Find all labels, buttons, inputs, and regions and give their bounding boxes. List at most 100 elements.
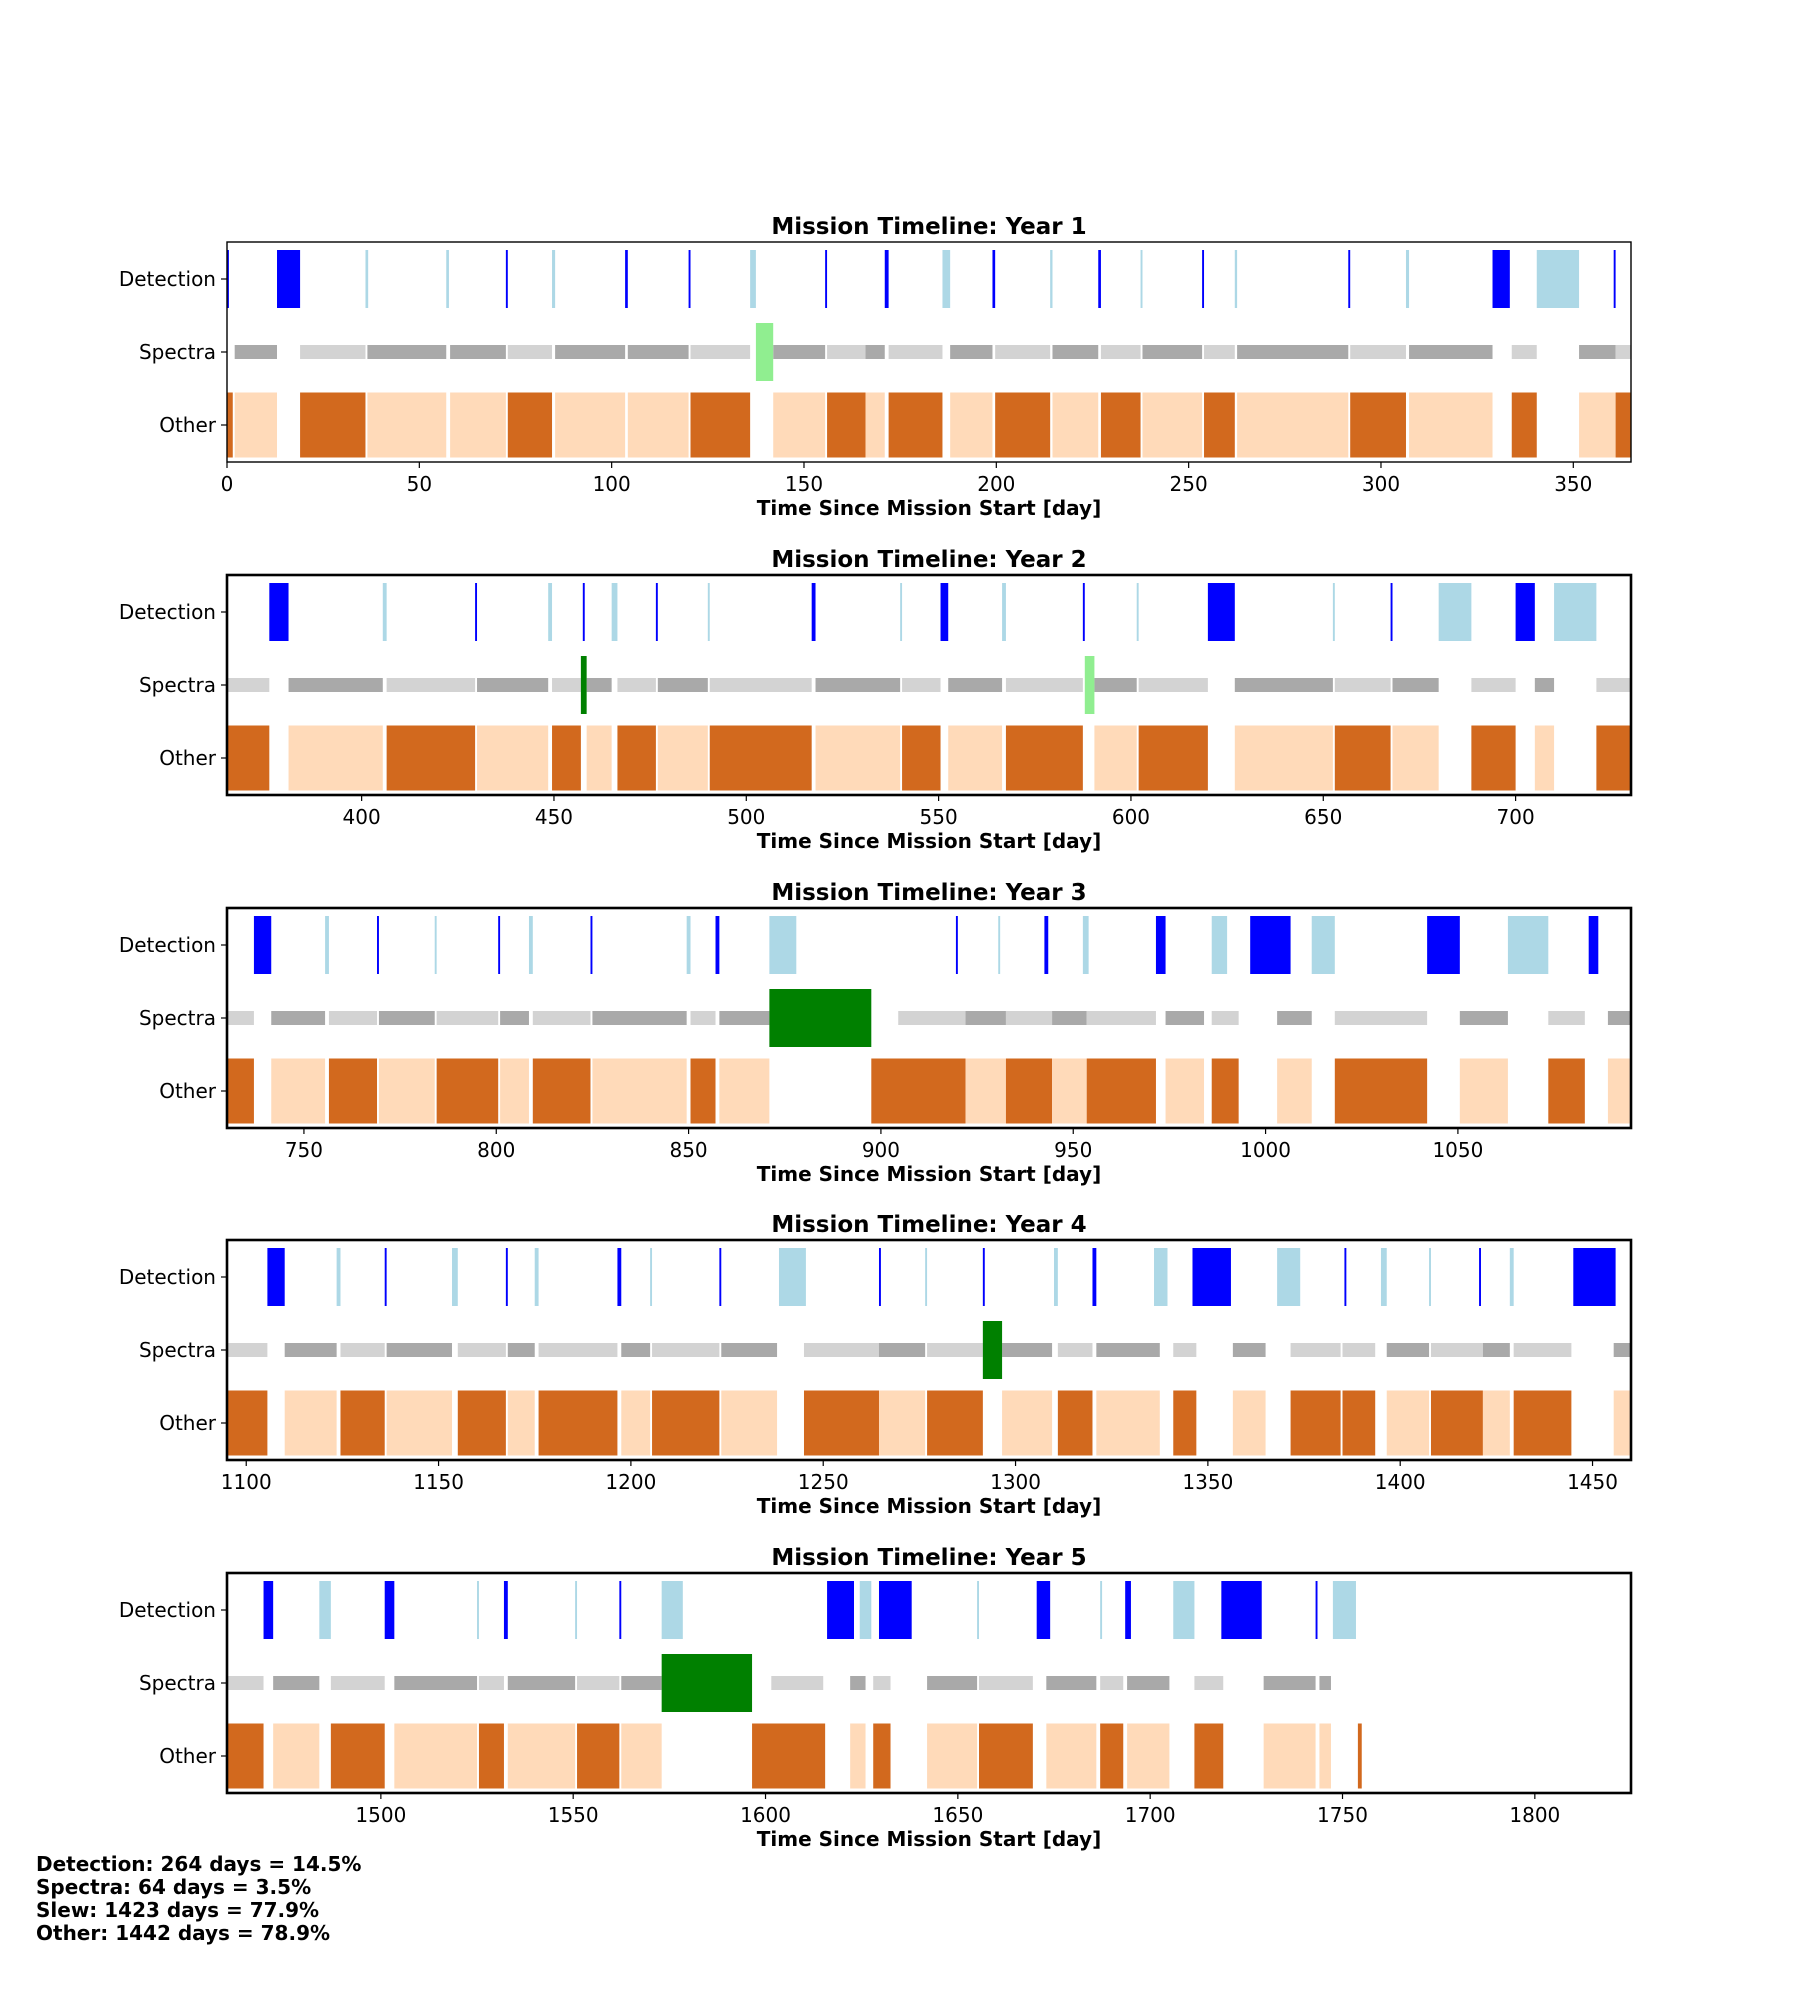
other-bar [1534, 725, 1555, 791]
timeline-panel: Mission Timeline: Year 2 Detection Spectra… [119, 547, 1633, 853]
detection-bar [1002, 583, 1006, 641]
x-tick-label: 50 [407, 472, 432, 496]
detection-bar [719, 1248, 722, 1306]
slew-bar [950, 345, 993, 359]
other-bar [1234, 725, 1333, 791]
detection-bar [811, 583, 816, 641]
other-bar [1342, 1390, 1376, 1456]
slew-bar [927, 1343, 983, 1357]
slew-bar [555, 345, 626, 359]
slew-bar [1513, 1343, 1572, 1357]
other-bar [1052, 392, 1099, 458]
other-bar [386, 725, 476, 791]
other-bar [386, 1390, 453, 1456]
slew-bar [948, 678, 1003, 692]
slew-bar [1342, 1343, 1376, 1357]
detection-bar [552, 250, 556, 308]
slew-bar [1263, 1676, 1316, 1690]
other-bar [1596, 725, 1631, 791]
slew-bar [378, 1011, 435, 1025]
panel-title: Mission Timeline: Year 5 [771, 1545, 1086, 1571]
slew-bar [1057, 1343, 1093, 1357]
slew-bar [690, 1011, 716, 1025]
y-tick-label: Other [159, 1411, 217, 1435]
slew-bar [1596, 678, 1631, 692]
spectra-bar [982, 1321, 1003, 1379]
other-bar [436, 1058, 499, 1124]
x-tick-label: 100 [593, 472, 631, 496]
other-bar [803, 1390, 879, 1456]
detection-bar [505, 1248, 508, 1306]
slew-bar [386, 1343, 453, 1357]
slew-bar [1290, 1343, 1341, 1357]
x-tick-label: 800 [477, 1138, 515, 1162]
detection-bar [827, 1581, 854, 1639]
slew-bar [1165, 1011, 1205, 1025]
other-bar [1194, 1723, 1224, 1789]
detection-bar [475, 583, 478, 641]
detection-bar [977, 1581, 979, 1639]
detection-bar [1492, 250, 1510, 308]
detection-bar [1250, 916, 1291, 974]
summary-detection: Detection: 264 days = 14.5% [36, 1852, 362, 1876]
other-bar [617, 725, 656, 791]
other-bar [284, 1390, 337, 1456]
slew-bar [771, 1676, 824, 1690]
slew-bar [227, 1343, 268, 1357]
detection-bar [686, 916, 691, 974]
slew-bar [878, 1343, 926, 1357]
slew-bar [1615, 345, 1631, 359]
x-tick-label: 1350 [1182, 1470, 1233, 1494]
slew-bar [1613, 1343, 1631, 1357]
slew-bar [234, 345, 277, 359]
x-tick-label: 1650 [932, 1803, 983, 1827]
slew-bar [1100, 345, 1141, 359]
x-tick-label: 150 [785, 472, 823, 496]
timeline-panel: Mission Timeline: Year 4 Detection Spectra… [119, 1212, 1633, 1518]
other-bar [995, 392, 1051, 458]
x-axis-label: Time Since Mission Start [day] [757, 1494, 1101, 1518]
slew-bar [1334, 678, 1391, 692]
slew-bar [709, 678, 812, 692]
other-bar [1232, 1390, 1266, 1456]
slew-bar [507, 345, 553, 359]
other-bar [273, 1723, 320, 1789]
detection-bar [1036, 1581, 1051, 1639]
slew-bar [592, 1011, 687, 1025]
detection-bar [1390, 583, 1393, 641]
other-bar [1548, 1058, 1585, 1124]
y-tick-label: Spectra [139, 340, 216, 364]
detection-bar [1509, 1248, 1514, 1306]
slew-bar [586, 678, 612, 692]
slew-bar [850, 1676, 866, 1690]
detection-bar [1125, 1581, 1131, 1639]
x-tick-label: 1400 [1375, 1470, 1426, 1494]
detection-bar [925, 1248, 928, 1306]
slew-bar [803, 1343, 879, 1357]
other-bar [1319, 1723, 1331, 1789]
detection-bar [617, 1248, 622, 1306]
y-tick-label: Detection [119, 1265, 216, 1289]
other-bar [1513, 1390, 1572, 1456]
slew-bar [552, 678, 581, 692]
x-tick-label: 1250 [798, 1470, 849, 1494]
other-bar [555, 392, 626, 458]
other-bar [902, 725, 941, 791]
other-bar [827, 392, 866, 458]
slew-bar [328, 1011, 378, 1025]
slew-bar [1100, 1676, 1124, 1690]
other-bar [1057, 1390, 1093, 1456]
other-bar [340, 1390, 385, 1456]
other-bar [1350, 392, 1406, 458]
x-tick-label: 1450 [1567, 1470, 1618, 1494]
detection-bar [1098, 250, 1101, 308]
timeline-panel: Mission Timeline: Year 1 Detection Spectra… [119, 214, 1632, 520]
detection-bar [1573, 1248, 1616, 1306]
detection-bar [1515, 583, 1535, 641]
other-bar [478, 1723, 504, 1789]
slew-bar [1234, 678, 1333, 692]
detection-bar [267, 1248, 285, 1306]
x-tick-label: 500 [727, 805, 765, 829]
slew-bar [773, 345, 826, 359]
spectra-bar [755, 323, 774, 381]
